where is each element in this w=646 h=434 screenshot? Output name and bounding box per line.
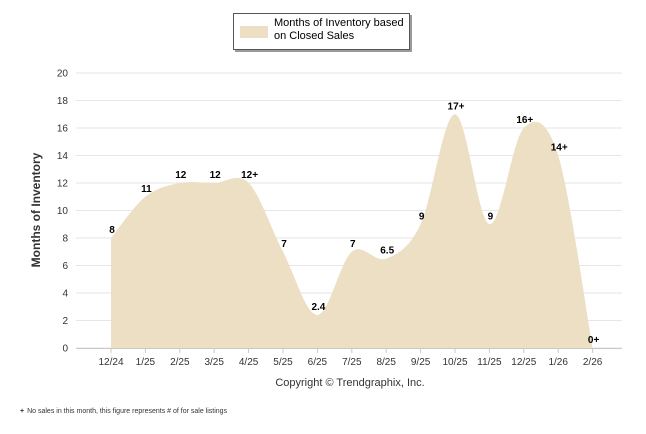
- area-layer: [111, 114, 593, 348]
- legend-swatch: [240, 26, 268, 38]
- footnote: + No sales in this month, this figure rep…: [20, 408, 227, 415]
- y-tick-label-8: 8: [62, 234, 68, 245]
- x-tick-label-0: 12/24: [98, 357, 123, 368]
- y-tick-label-20: 20: [57, 69, 69, 80]
- x-tick-label-11: 11/25: [477, 357, 502, 368]
- legend-label: Months of Inventory based on Closed Sale…: [274, 17, 404, 42]
- data-label-2: 12: [175, 170, 187, 181]
- x-tick-label-8: 8/25: [376, 357, 396, 368]
- y-tick-label-0: 0: [62, 344, 68, 355]
- data-labels: 8 11 12 12 12+ 7 2.4 7 6.5 9 17+ 9 16+ 14+ 0+: [109, 101, 599, 346]
- x-tick-label-3: 3/25: [204, 357, 224, 368]
- x-tick-label-14: 2/26: [583, 357, 603, 368]
- data-label-0: 8: [109, 225, 115, 236]
- copyright: Copyright © Trendgraphix, Inc.: [275, 377, 425, 389]
- y-tick-label-10: 10: [57, 206, 69, 217]
- legend: Months of Inventory based on Closed Sale…: [233, 13, 410, 50]
- footnote-marker: +: [20, 408, 25, 415]
- x-tick-label-6: 6/25: [308, 357, 328, 368]
- y-tick-label-16: 16: [57, 124, 69, 135]
- data-label-5: 7: [281, 239, 287, 250]
- data-label-8: 6.5: [380, 246, 394, 257]
- x-tick-label-1: 1/25: [136, 357, 156, 368]
- axes: 0 2 4 6 8 10 12 14 16 18 20 12/24 1/25 2/25 3/25 4/25 5/…: [57, 69, 622, 368]
- footnote-text: No sales in this month, this figure repr…: [27, 408, 228, 415]
- data-label-1: 11: [141, 184, 152, 195]
- x-tick-label-10: 10/25: [442, 357, 467, 368]
- data-label-9: 9: [419, 211, 425, 222]
- data-label-6: 2.4: [311, 302, 325, 313]
- x-tick-label-7: 7/25: [342, 357, 362, 368]
- data-label-10: 17+: [448, 101, 465, 112]
- data-label-7: 7: [350, 239, 356, 250]
- data-label-14: 0+: [588, 335, 600, 346]
- x-tick-label-2: 2/25: [170, 357, 190, 368]
- y-tick-label-12: 12: [57, 179, 69, 190]
- x-tick-label-9: 9/25: [411, 357, 431, 368]
- y-axis-title: Months of Inventory: [29, 152, 43, 268]
- x-tick-label-4: 4/25: [239, 357, 259, 368]
- data-label-11: 9: [488, 211, 494, 222]
- x-tick-label-5: 5/25: [273, 357, 293, 368]
- x-tick-label-13: 1/26: [548, 357, 568, 368]
- area-series: [111, 114, 593, 348]
- y-tick-label-18: 18: [57, 96, 69, 107]
- y-tick-label-2: 2: [62, 316, 68, 327]
- y-tick-label-6: 6: [62, 261, 68, 272]
- data-label-13: 14+: [551, 143, 568, 154]
- data-label-12: 16+: [516, 115, 533, 126]
- x-tick-label-12: 12/25: [511, 357, 536, 368]
- y-tick-label-4: 4: [62, 289, 68, 300]
- data-label-3: 12: [210, 170, 222, 181]
- data-label-4: 12+: [241, 170, 258, 181]
- y-tick-label-14: 14: [57, 151, 69, 162]
